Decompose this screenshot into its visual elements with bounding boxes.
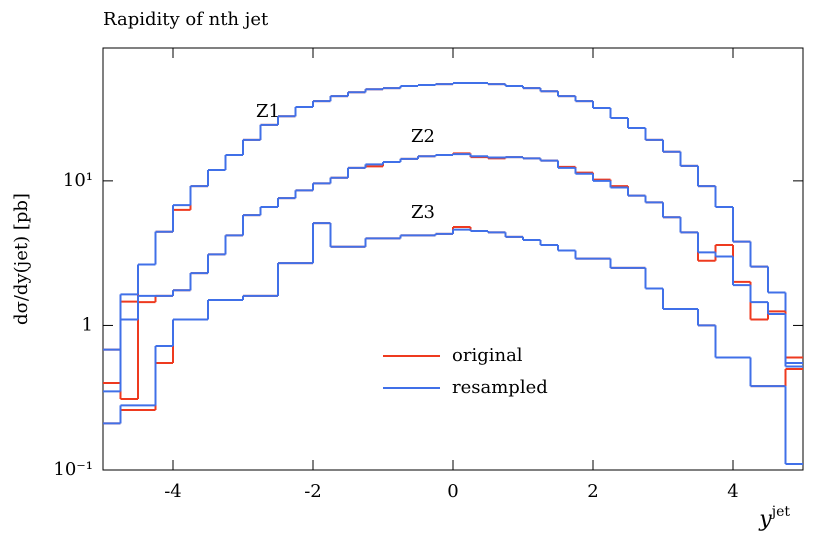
histogram-connector (119, 154, 787, 392)
group-label: Z1 (256, 101, 280, 122)
group-label: Z2 (411, 126, 435, 147)
x-tick-label: 4 (727, 481, 738, 502)
histogram-series (103, 222, 803, 466)
chart-title: Rapidity of nth jet (103, 9, 269, 30)
group-label: Z3 (411, 202, 435, 223)
histogram-connector (119, 223, 787, 465)
x-tick-label: -2 (304, 481, 322, 502)
y-tick-label: 10¹ (63, 170, 93, 191)
x-tick-label: -4 (164, 481, 182, 502)
histogram-connector (119, 83, 787, 367)
histogram-connector (119, 83, 787, 358)
x-axis-label-main: y (758, 507, 772, 532)
x-tick-label: 2 (587, 481, 598, 502)
y-tick-label: 10⁻¹ (53, 459, 93, 480)
y-axis-label: dσ/dy(jet) [pb] (11, 193, 32, 325)
legend-label: resampled (452, 377, 548, 398)
x-axis-label: yjet (758, 504, 790, 532)
legend-label: original (452, 345, 523, 366)
y-tick-label: 1 (82, 314, 93, 335)
x-tick-label: 0 (447, 481, 458, 502)
x-axis-label-sup: jet (770, 504, 791, 520)
histogram-series (103, 153, 803, 393)
